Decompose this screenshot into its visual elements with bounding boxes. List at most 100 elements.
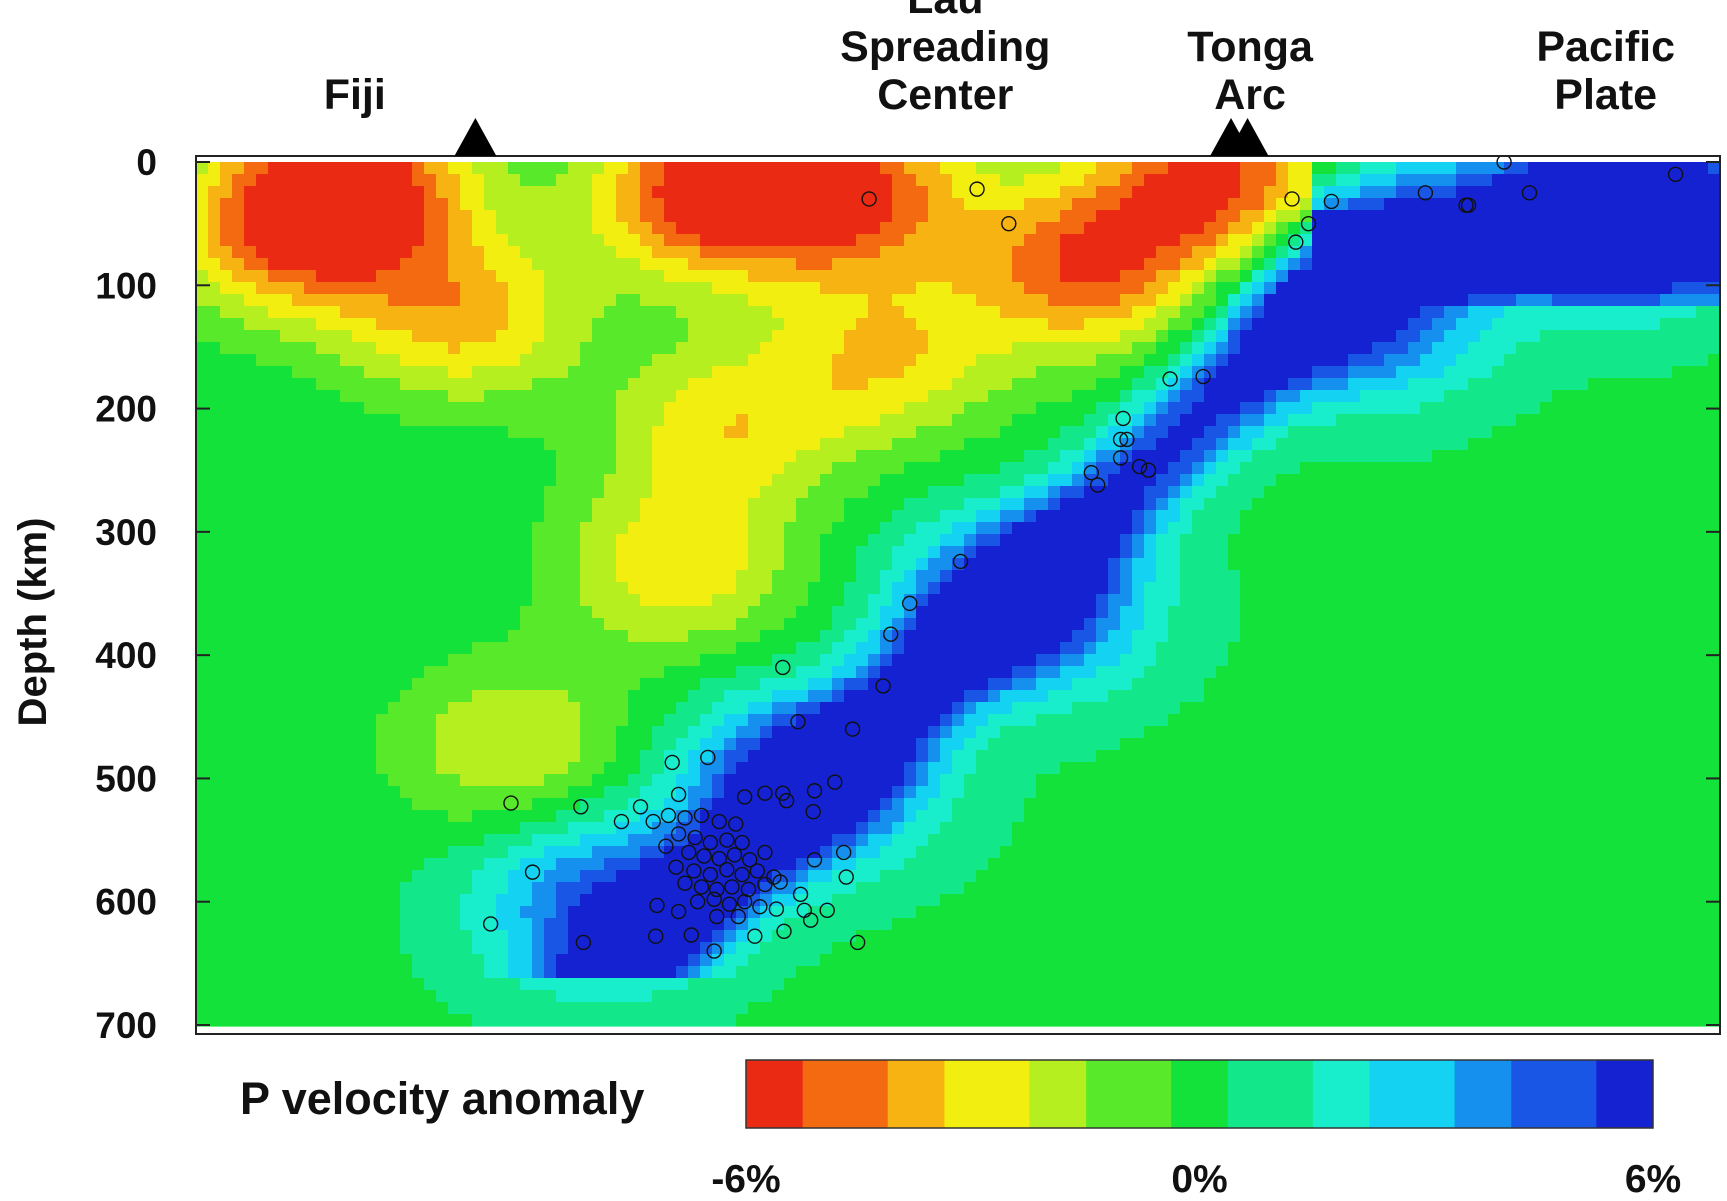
- heatmap-cell: [1588, 366, 1601, 379]
- heatmap-cell: [916, 450, 929, 463]
- heatmap-cell: [604, 534, 617, 547]
- heatmap-cell: [1204, 270, 1217, 283]
- heatmap-cell: [748, 390, 761, 403]
- heatmap-cell: [1312, 162, 1325, 175]
- heatmap-cell: [1348, 594, 1361, 607]
- heatmap-cell: [1216, 342, 1229, 355]
- heatmap-cell: [376, 414, 389, 427]
- heatmap-cell: [700, 294, 713, 307]
- heatmap-cell: [772, 594, 785, 607]
- heatmap-cell: [700, 498, 713, 511]
- heatmap-cell: [436, 558, 449, 571]
- heatmap-cell: [916, 546, 929, 559]
- heatmap-cell: [628, 426, 641, 439]
- heatmap-cell: [208, 246, 221, 259]
- heatmap-cell: [772, 618, 785, 631]
- heatmap-cell: [1600, 522, 1613, 535]
- heatmap-cell: [1684, 402, 1697, 415]
- heatmap-cell: [352, 426, 365, 439]
- heatmap-cell: [1252, 174, 1265, 187]
- heatmap-cell: [256, 534, 269, 547]
- heatmap-cell: [616, 270, 629, 283]
- heatmap-cell: [1180, 498, 1193, 511]
- heatmap-cell: [904, 162, 917, 175]
- heatmap-cell: [460, 378, 473, 391]
- heatmap-cell: [544, 198, 557, 211]
- heatmap-cell: [880, 162, 893, 175]
- heatmap-cell: [1324, 306, 1337, 319]
- heatmap-cell: [1492, 498, 1505, 511]
- heatmap-cell: [1564, 330, 1577, 343]
- heatmap-cell: [376, 546, 389, 559]
- heatmap-cell: [1300, 198, 1313, 211]
- heatmap-cell: [1324, 282, 1337, 295]
- heatmap-cell: [532, 198, 545, 211]
- heatmap-cell: [796, 234, 809, 247]
- heatmap-cell: [556, 462, 569, 475]
- heatmap-cell: [592, 318, 605, 331]
- heatmap-cell: [412, 570, 425, 583]
- heatmap-cell: [1300, 486, 1313, 499]
- heatmap-cell: [1012, 162, 1025, 175]
- heatmap-cell: [796, 402, 809, 415]
- heatmap-cell: [1096, 162, 1109, 175]
- heatmap-cell: [1396, 486, 1409, 499]
- heatmap-cell: [1348, 270, 1361, 283]
- heatmap-cell: [1684, 522, 1697, 535]
- heatmap-cell: [844, 414, 857, 427]
- heatmap-cell: [448, 198, 461, 211]
- heatmap-cell: [208, 366, 221, 379]
- heatmap-cell: [760, 282, 773, 295]
- heatmap-cell: [1660, 414, 1673, 427]
- heatmap-cell: [868, 306, 881, 319]
- heatmap-cell: [280, 234, 293, 247]
- heatmap-cell: [1216, 294, 1229, 307]
- heatmap-cell: [376, 582, 389, 595]
- heatmap-cell: [1324, 270, 1337, 283]
- heatmap-cell: [664, 366, 677, 379]
- heatmap-cell: [472, 330, 485, 343]
- heatmap-cell: [964, 306, 977, 319]
- heatmap-cell: [844, 522, 857, 535]
- heatmap-cell: [1468, 594, 1481, 607]
- heatmap-cell: [1048, 330, 1061, 343]
- heatmap-cell: [460, 618, 473, 631]
- heatmap-cell: [400, 510, 413, 523]
- heatmap-cell: [688, 354, 701, 367]
- heatmap-cell: [976, 282, 989, 295]
- heatmap-cell: [328, 618, 341, 631]
- heatmap-cell: [520, 162, 533, 175]
- heatmap-cell: [1468, 450, 1481, 463]
- heatmap-cell: [532, 330, 545, 343]
- heatmap-cell: [916, 498, 929, 511]
- heatmap-cell: [1672, 222, 1685, 235]
- heatmap-cell: [1156, 210, 1169, 223]
- heatmap-cell: [1132, 402, 1145, 415]
- heatmap-cell: [1552, 354, 1565, 367]
- heatmap-cell: [1624, 378, 1637, 391]
- heatmap-cell: [1564, 570, 1577, 583]
- heatmap-cell: [856, 450, 869, 463]
- heatmap-cell: [424, 366, 437, 379]
- heatmap-cell: [1552, 462, 1565, 475]
- heatmap-cell: [1456, 342, 1469, 355]
- heatmap-cell: [1300, 414, 1313, 427]
- heatmap-cell: [1036, 210, 1049, 223]
- heatmap-cell: [1168, 246, 1181, 259]
- heatmap-cell: [1396, 294, 1409, 307]
- heatmap-cell: [1696, 378, 1709, 391]
- heatmap-cell: [1420, 318, 1433, 331]
- heatmap-cell: [1396, 198, 1409, 211]
- heatmap-cell: [856, 390, 869, 403]
- heatmap-cell: [1120, 450, 1133, 463]
- heatmap-cell: [196, 474, 209, 487]
- heatmap-cell: [424, 534, 437, 547]
- heatmap-cell: [1492, 522, 1505, 535]
- heatmap-cell: [1600, 162, 1613, 175]
- heatmap-cell: [304, 510, 317, 523]
- heatmap-cell: [1660, 246, 1673, 259]
- heatmap-cell: [436, 402, 449, 415]
- heatmap-cell: [748, 294, 761, 307]
- heatmap-cell: [1204, 210, 1217, 223]
- heatmap-cell: [1048, 210, 1061, 223]
